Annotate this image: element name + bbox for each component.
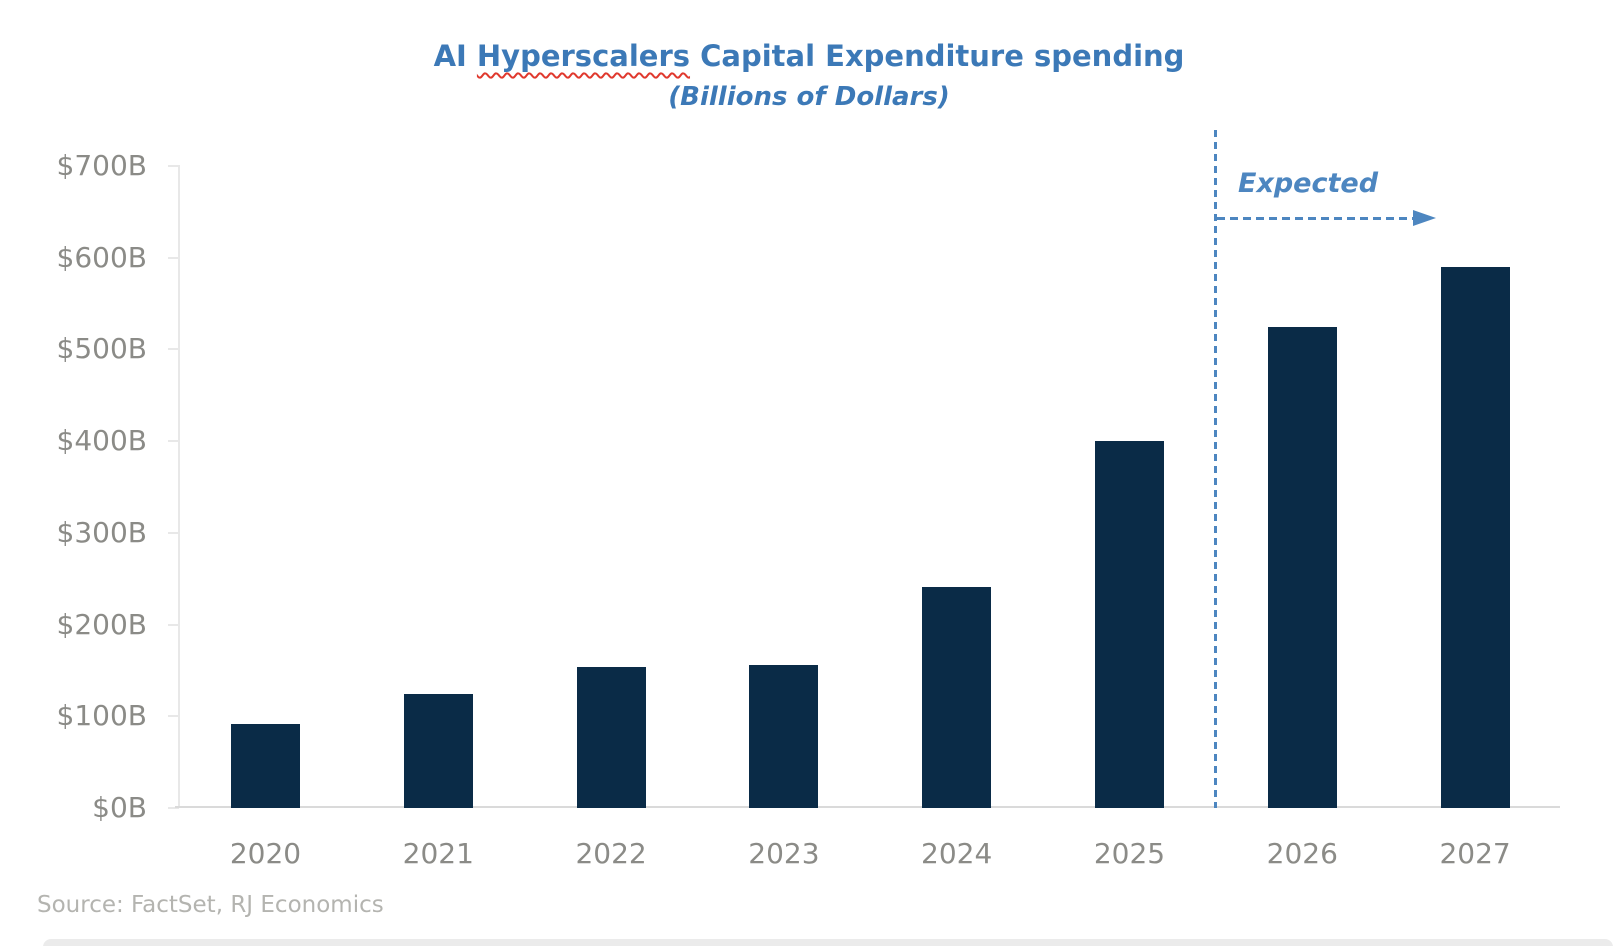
x-axis-label-2025: 2025 [1093,837,1166,870]
y-axis-label-300: $300B [56,515,147,549]
y-axis-label-0: $0B [92,791,147,824]
y-tick-mark-500 [168,348,179,351]
x-axis-label-2023: 2023 [748,837,820,870]
y-axis-label-500: $500B [56,332,147,366]
y-axis-label-100: $100B [56,699,147,733]
bar-2021 [403,694,473,808]
x-axis-label-2022: 2022 [575,837,647,870]
expected-label: Expected [1238,168,1379,199]
y-axis-label-400: $400B [56,424,147,458]
y-axis-label-700: $700B [56,149,147,182]
expected-arrow-dashed-line [1217,217,1413,220]
x-axis-label-2026: 2026 [1266,837,1338,870]
bar-2027 [1440,266,1510,808]
y-tick-mark-700 [168,165,179,167]
bar-2023 [749,664,819,808]
y-tick-mark-300 [168,531,179,534]
chart-title-prefix: AI [433,39,477,73]
x-axis-label-2027: 2027 [1439,837,1511,870]
y-tick-mark-400 [168,440,179,443]
bar-2025 [1095,441,1164,808]
bar-2026 [1267,326,1337,808]
y-axis-label-600: $600B [56,240,147,274]
expected-divider-dashed-line [1214,130,1217,808]
chart-title-misspelled-word: Hyperscalers [476,39,691,73]
y-axis-label-200: $200B [56,607,147,641]
bar-2022 [576,666,646,808]
x-axis-label-2020: 2020 [229,837,302,870]
x-axis-label-2021: 2021 [402,837,474,870]
chart-title: AI Hyperscalers Capital Expenditure spen… [0,39,1618,73]
y-tick-mark-600 [168,256,179,259]
x-axis-baseline [175,806,1560,808]
chart-subtitle: (Billions of Dollars) [668,82,950,112]
x-axis-label-2024: 2024 [921,837,993,870]
bar-2020 [231,723,300,808]
bottom-edge-strip [43,939,1613,946]
expected-arrow-head-icon [1413,210,1436,226]
bar-2024 [922,586,992,808]
y-tick-mark-0 [168,807,179,809]
chart-title-suffix: Capital Expenditure spending [690,39,1185,73]
y-tick-mark-200 [168,623,179,626]
y-tick-mark-100 [168,715,179,718]
y-axis-line [178,165,180,808]
source-note: Source: FactSet, RJ Economics [37,892,384,918]
